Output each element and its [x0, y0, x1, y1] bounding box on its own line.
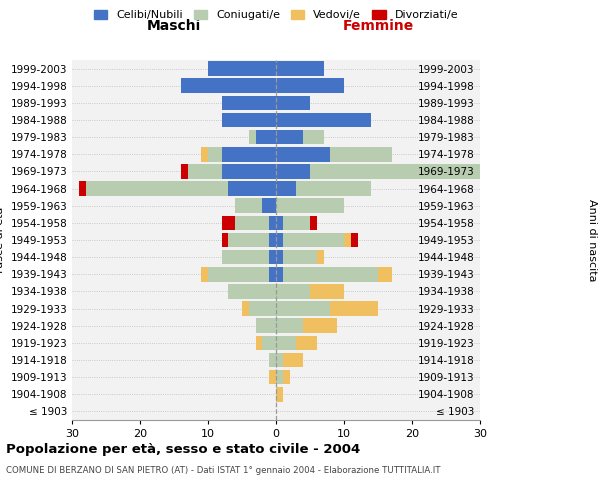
Bar: [283, 232, 344, 248]
Bar: [229, 284, 276, 298]
Bar: [276, 78, 344, 93]
Bar: [276, 250, 283, 264]
Bar: [269, 267, 276, 281]
Bar: [283, 216, 310, 230]
Bar: [262, 198, 276, 213]
Bar: [276, 284, 310, 298]
Bar: [221, 250, 269, 264]
Bar: [378, 267, 392, 281]
Bar: [208, 267, 269, 281]
Bar: [221, 96, 276, 110]
Bar: [221, 112, 276, 128]
Bar: [79, 182, 86, 196]
Bar: [86, 182, 229, 196]
Bar: [221, 216, 235, 230]
Bar: [303, 130, 323, 144]
Bar: [276, 164, 310, 178]
Bar: [283, 370, 290, 384]
Legend: Celibi/Nubili, Coniugati/e, Vedovi/e, Divorziati/e: Celibi/Nubili, Coniugati/e, Vedovi/e, Di…: [89, 6, 463, 25]
Bar: [235, 198, 262, 213]
Bar: [283, 250, 317, 264]
Bar: [221, 164, 276, 178]
Bar: [351, 232, 358, 248]
Bar: [276, 198, 344, 213]
Bar: [242, 302, 249, 316]
Bar: [269, 216, 276, 230]
Bar: [256, 336, 262, 350]
Y-axis label: Fasce di età: Fasce di età: [0, 207, 5, 273]
Bar: [201, 147, 208, 162]
Bar: [188, 164, 221, 178]
Bar: [276, 147, 331, 162]
Bar: [208, 62, 276, 76]
Bar: [303, 318, 337, 333]
Bar: [201, 267, 208, 281]
Bar: [249, 302, 276, 316]
Bar: [276, 112, 371, 128]
Text: Maschi: Maschi: [147, 18, 201, 32]
Text: Anni di nascita: Anni di nascita: [587, 198, 597, 281]
Bar: [283, 352, 303, 368]
Bar: [269, 370, 276, 384]
Bar: [296, 182, 371, 196]
Bar: [276, 387, 283, 402]
Bar: [256, 130, 276, 144]
Bar: [276, 370, 283, 384]
Bar: [283, 267, 378, 281]
Bar: [269, 232, 276, 248]
Bar: [269, 250, 276, 264]
Bar: [310, 164, 480, 178]
Bar: [229, 232, 269, 248]
Bar: [269, 352, 276, 368]
Bar: [276, 267, 283, 281]
Bar: [344, 232, 351, 248]
Bar: [317, 250, 323, 264]
Bar: [221, 232, 229, 248]
Bar: [276, 62, 323, 76]
Bar: [181, 164, 188, 178]
Bar: [235, 216, 269, 230]
Text: COMUNE DI BERZANO DI SAN PIETRO (AT) - Dati ISTAT 1° gennaio 2004 - Elaborazione: COMUNE DI BERZANO DI SAN PIETRO (AT) - D…: [6, 466, 440, 475]
Bar: [310, 284, 344, 298]
Bar: [276, 302, 331, 316]
Text: Popolazione per età, sesso e stato civile - 2004: Popolazione per età, sesso e stato civil…: [6, 442, 360, 456]
Bar: [331, 302, 378, 316]
Bar: [276, 130, 303, 144]
Bar: [208, 147, 221, 162]
Bar: [276, 182, 296, 196]
Bar: [296, 336, 317, 350]
Bar: [262, 336, 276, 350]
Bar: [331, 147, 392, 162]
Bar: [276, 352, 283, 368]
Bar: [276, 96, 310, 110]
Bar: [276, 216, 283, 230]
Bar: [229, 182, 276, 196]
Bar: [276, 232, 283, 248]
Bar: [310, 216, 317, 230]
Text: Femmine: Femmine: [343, 18, 413, 32]
Bar: [276, 336, 296, 350]
Bar: [276, 318, 303, 333]
Bar: [256, 318, 276, 333]
Bar: [249, 130, 256, 144]
Bar: [181, 78, 276, 93]
Bar: [221, 147, 276, 162]
